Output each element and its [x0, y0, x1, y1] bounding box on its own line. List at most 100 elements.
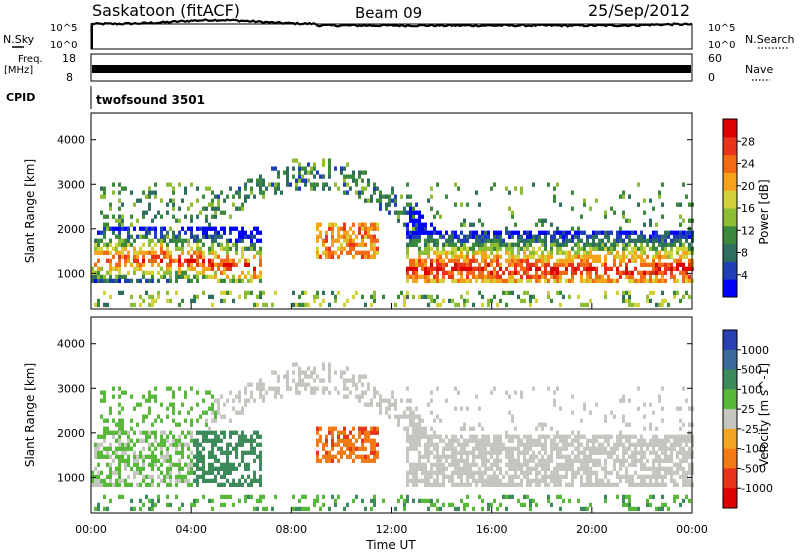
power-cell [361, 222, 364, 227]
power-cell [214, 206, 217, 211]
power-cell [343, 234, 346, 239]
power-cell [445, 270, 448, 275]
power-cell [454, 230, 457, 235]
velocity-cell [154, 462, 157, 467]
power-cell [559, 246, 562, 251]
power-cell [160, 274, 163, 280]
velocity-cell [631, 458, 634, 463]
velocity-cell [631, 482, 634, 488]
colorbar-tick-label: -1000 [741, 482, 773, 495]
velocity-cell [628, 502, 631, 508]
power-cell [148, 202, 151, 207]
power-cell [541, 222, 544, 227]
power-cell [238, 230, 241, 235]
power-cell [160, 198, 163, 203]
velocity-cell [334, 426, 337, 431]
velocity-cell [115, 450, 118, 455]
velocity-cell [157, 494, 160, 500]
velocity-cell [502, 446, 505, 451]
power-cell [481, 238, 484, 243]
velocity-cell [604, 498, 607, 504]
power-cell [118, 206, 121, 211]
velocity-cell [235, 430, 238, 435]
power-cell [427, 278, 430, 284]
velocity-cell [229, 442, 232, 447]
velocity-cell [367, 438, 370, 443]
power-cell [406, 290, 409, 296]
velocity-cell [250, 494, 253, 500]
velocity-cell [655, 426, 658, 431]
power-cell [415, 258, 418, 263]
power-cell [547, 270, 550, 275]
velocity-cell [325, 386, 328, 391]
velocity-cell [493, 478, 496, 484]
power-cell [223, 262, 226, 267]
velocity-cell [682, 482, 685, 488]
velocity-cell [115, 438, 118, 443]
velocity-cell [595, 458, 598, 463]
power-cell [664, 270, 667, 275]
power-cell [304, 290, 307, 296]
power-cell [481, 230, 484, 235]
power-cell [127, 234, 130, 239]
velocity-cell [490, 450, 493, 455]
power-cell [685, 254, 688, 259]
power-cell [199, 226, 202, 231]
velocity-cell [496, 466, 499, 471]
power-cell [505, 246, 508, 251]
velocity-cell [544, 458, 547, 463]
velocity-cell [172, 394, 175, 399]
velocity-cell [322, 442, 325, 447]
velocity-cell [352, 434, 355, 439]
power-cell [589, 254, 592, 259]
velocity-cell [562, 446, 565, 451]
power-cell [619, 226, 622, 231]
power-cell [604, 266, 607, 271]
velocity-cell [544, 470, 547, 475]
power-cell [154, 234, 157, 239]
velocity-cell [376, 450, 379, 455]
velocity-cell [622, 454, 625, 459]
velocity-cell [487, 434, 490, 439]
velocity-cell [514, 470, 517, 475]
power-cell [463, 298, 466, 304]
power-cell [649, 274, 652, 280]
power-cell [370, 234, 373, 239]
velocity-cell [529, 458, 532, 463]
velocity-cell [178, 462, 181, 467]
velocity-cell [292, 506, 295, 512]
velocity-cell [574, 474, 577, 479]
power-cell [547, 250, 550, 255]
velocity-cell [616, 482, 619, 488]
power-cell [529, 298, 532, 304]
power-cell [625, 298, 628, 304]
power-cell [142, 210, 145, 215]
power-cell [415, 274, 418, 280]
power-cell [490, 298, 493, 304]
power-cell [283, 170, 286, 175]
power-cell [649, 298, 652, 304]
power-cell [472, 274, 475, 280]
velocity-cell [259, 454, 262, 459]
velocity-cell [259, 390, 262, 395]
velocity-cell [550, 502, 553, 508]
power-cell [631, 250, 634, 255]
power-cell [670, 266, 673, 271]
velocity-cell [349, 430, 352, 435]
velocity-cell [148, 406, 151, 411]
velocity-cell [355, 454, 358, 459]
power-cell [187, 258, 190, 263]
power-cell [244, 246, 247, 251]
power-cell [487, 238, 490, 243]
power-cell [451, 258, 454, 263]
power-cell [577, 254, 580, 259]
power-cell [625, 234, 628, 239]
velocity-cell [601, 450, 604, 455]
power-cell [346, 234, 349, 239]
velocity-cell [145, 438, 148, 443]
velocity-cell [454, 506, 457, 512]
power-cell [154, 242, 157, 247]
velocity-cell [655, 474, 658, 479]
power-cell [127, 254, 130, 259]
velocity-cell [463, 470, 466, 475]
